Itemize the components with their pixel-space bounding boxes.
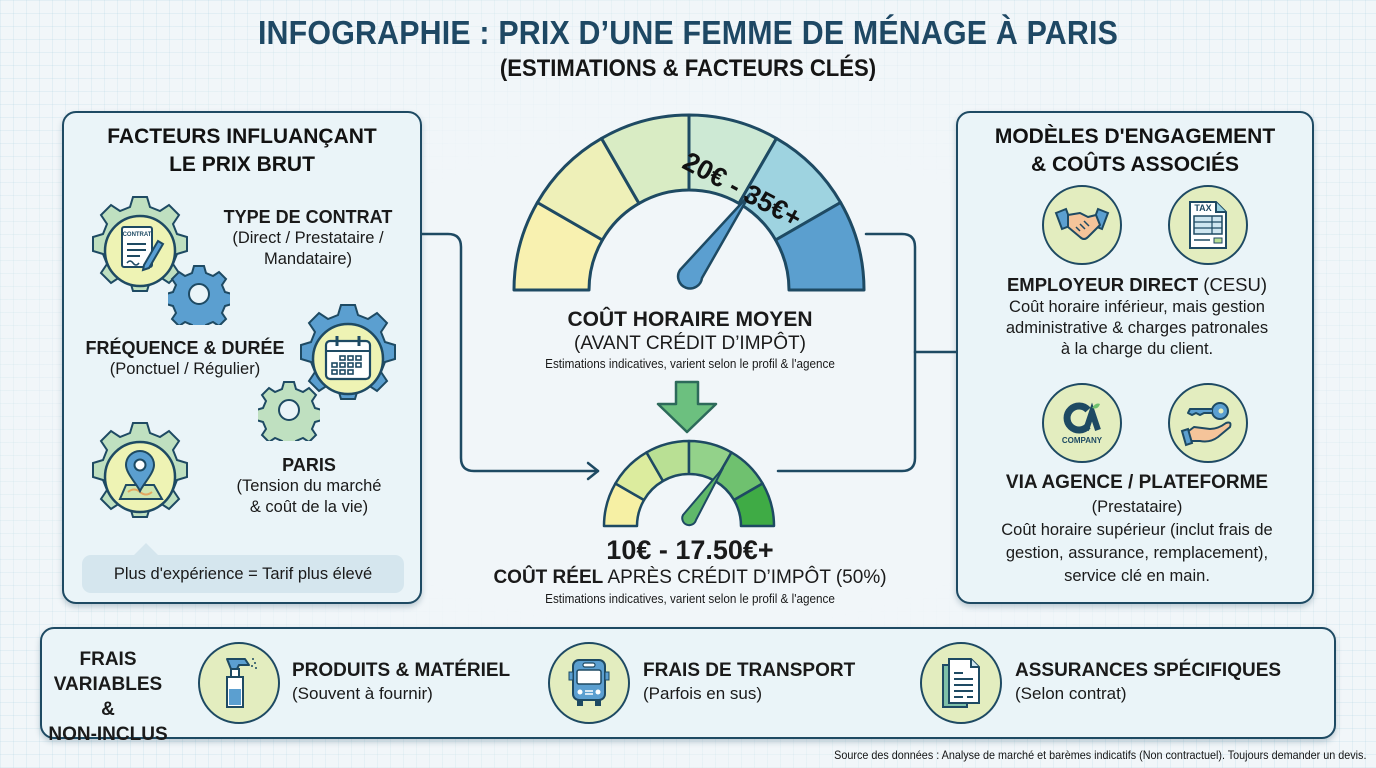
svg-text:CONTRAT: CONTRAT <box>123 232 152 238</box>
engagement-panel-title: MODÈLES D'ENGAGEMENT & COÛTS ASSOCIÉS <box>958 123 1312 179</box>
spray-bottle-icon <box>198 642 280 724</box>
gauge-top <box>512 113 866 292</box>
model-agency-desc3: service clé en main. <box>1064 567 1210 585</box>
model-direct-desc3: à la charge du client. <box>1060 340 1214 358</box>
cost-item-transport: FRAIS DE TRANSPORT (Parfois en sus) <box>643 659 855 705</box>
factor-paris-sub1: (Tension du marché <box>236 477 382 495</box>
gauge-top-title: COÛT HORAIRE MOYEN <box>567 308 813 331</box>
small-gear-icon <box>168 265 230 325</box>
company-logo-icon: COMPANY <box>1042 383 1122 463</box>
gauge-top-note: Estimations indicatives, varient selon l… <box>545 356 835 371</box>
experience-note: Plus d'expérience = Tarif plus élevé <box>82 543 404 593</box>
gauge-bottom-note: Estimations indicatives, varient selon l… <box>545 591 835 606</box>
map-pin-gear-icon <box>92 422 188 518</box>
factor-frequency: FRÉQUENCE & DURÉE (Ponctuel / Régulier) <box>72 337 298 380</box>
variable-costs-label-line2: VARIABLES & <box>53 674 163 720</box>
factor-contract-sub1: (Direct / Prestataire / <box>232 229 384 247</box>
factor-contract-sub2: Mandataire) <box>263 250 353 268</box>
small-green-gear-icon <box>258 381 320 441</box>
handshake-icon <box>1042 185 1122 265</box>
model-agency-title: VIA AGENCE / PLATEFORME <box>1005 472 1269 493</box>
source-note: Source des données : Analyse de marché e… <box>833 748 1366 762</box>
document-icon <box>920 642 1002 724</box>
engagement-title-line2: & COÛTS ASSOCIÉS <box>1030 153 1240 176</box>
model-agency-desc2: gestion, assurance, remplacement), <box>1005 544 1269 562</box>
model-agency: VIA AGENCE / PLATEFORME (Prestataire) Co… <box>966 471 1308 588</box>
factor-paris-sub2: & coût de la vie) <box>249 498 369 516</box>
model-direct-desc1: Coût horaire inférieur, mais gestion <box>1009 298 1265 316</box>
factor-contract-title: TYPE DE CONTRAT <box>223 207 393 227</box>
gauge-bottom-title-rest: APRÈS CRÉDIT D’IMPÔT (50%) <box>603 567 887 588</box>
down-arrow-icon <box>656 380 718 434</box>
model-agency-subtitle: (Prestataire) <box>1091 498 1183 516</box>
key-in-hand-icon <box>1168 383 1248 463</box>
model-direct-title-bold: EMPLOYEUR DIRECT <box>1006 274 1199 295</box>
contract-gear-icon: CONTRAT <box>92 196 188 292</box>
cost-item-insurance-sub: (Selon contrat) <box>1015 684 1127 703</box>
factors-panel-title: FACTEURS INFLUANÇANT LE PRIX BRUT <box>64 123 420 179</box>
gauge-bottom-caption: 10€ - 17.50€+ COÛT RÉEL APRÈS CRÉDIT D’I… <box>480 534 900 608</box>
model-agency-desc1: Coût horaire supérieur (inclut frais de <box>1001 521 1273 539</box>
company-label: COMPANY <box>1061 435 1103 445</box>
cost-item-products: PRODUITS & MATÉRIEL (Souvent à fournir) <box>292 659 510 705</box>
gauge-bottom <box>602 439 776 528</box>
cost-item-products-sub: (Souvent à fournir) <box>292 684 433 703</box>
gauge-bottom-range-label: 10€ - 17.50€+ <box>606 535 774 565</box>
factor-paris: PARIS (Tension du marché & coût de la vi… <box>214 454 404 518</box>
cost-item-products-title: PRODUITS & MATÉRIEL <box>292 660 511 681</box>
factor-frequency-sub: (Ponctuel / Régulier) <box>109 360 261 378</box>
page-subtitle: (ESTIMATIONS & FACTEURS CLÉS) <box>499 55 877 82</box>
page-title: INFOGRAPHIE : PRIX D’UNE FEMME DE MÉNAGE… <box>257 14 1119 51</box>
factors-panel: FACTEURS INFLUANÇANT LE PRIX BRUT CONTRA… <box>62 111 422 604</box>
tax-form-icon: TAX <box>1168 185 1248 265</box>
calendar-gear-icon <box>300 304 396 400</box>
factor-paris-title: PARIS <box>282 455 336 475</box>
engagement-models-panel: MODÈLES D'ENGAGEMENT & COÛTS ASSOCIÉS TA… <box>956 111 1314 604</box>
gauge-top-subtitle: (AVANT CRÉDIT D’IMPÔT) <box>574 333 806 354</box>
factors-title-line2: LE PRIX BRUT <box>169 153 315 176</box>
factor-contract: TYPE DE CONTRAT (Direct / Prestataire / … <box>204 206 412 270</box>
factor-frequency-title: FRÉQUENCE & DURÉE <box>85 338 285 358</box>
cost-item-insurance-title: ASSURANCES SPÉCIFIQUES <box>1015 660 1282 681</box>
bus-icon <box>548 642 630 724</box>
cost-item-insurance: ASSURANCES SPÉCIFIQUES (Selon contrat) <box>1015 659 1281 705</box>
cost-item-transport-sub: (Parfois en sus) <box>643 684 763 703</box>
model-direct-title-suffix: (CESU) <box>1198 274 1268 295</box>
variable-costs-label-line1: FRAIS <box>79 649 137 670</box>
variable-costs-label-line3: NON-INCLUS <box>48 724 168 745</box>
gauge-bottom-title-bold: COÛT RÉEL <box>493 567 604 588</box>
variable-costs-label: FRAIS VARIABLES & NON-INCLUS <box>48 647 168 747</box>
model-direct-employer: EMPLOYEUR DIRECT (CESU) Coût horaire inf… <box>966 273 1308 360</box>
model-direct-title: EMPLOYEUR DIRECT (CESU) <box>966 273 1308 297</box>
cost-item-transport-title: FRAIS DE TRANSPORT <box>643 660 856 681</box>
engagement-title-line1: MODÈLES D'ENGAGEMENT <box>994 125 1276 148</box>
gauge-top-caption: COÛT HORAIRE MOYEN (AVANT CRÉDIT D’IMPÔT… <box>480 307 900 373</box>
model-direct-desc2: administrative & charges patronales <box>1005 319 1269 337</box>
variable-costs-panel: FRAIS VARIABLES & NON-INCLUS PRODUITS & … <box>40 627 1336 745</box>
factors-title-line1: FACTEURS INFLUANÇANT <box>107 125 377 148</box>
gauge-bottom-title: COÛT RÉEL APRÈS CRÉDIT D’IMPÔT (50%) <box>480 566 900 590</box>
tax-label: TAX <box>1194 203 1211 213</box>
